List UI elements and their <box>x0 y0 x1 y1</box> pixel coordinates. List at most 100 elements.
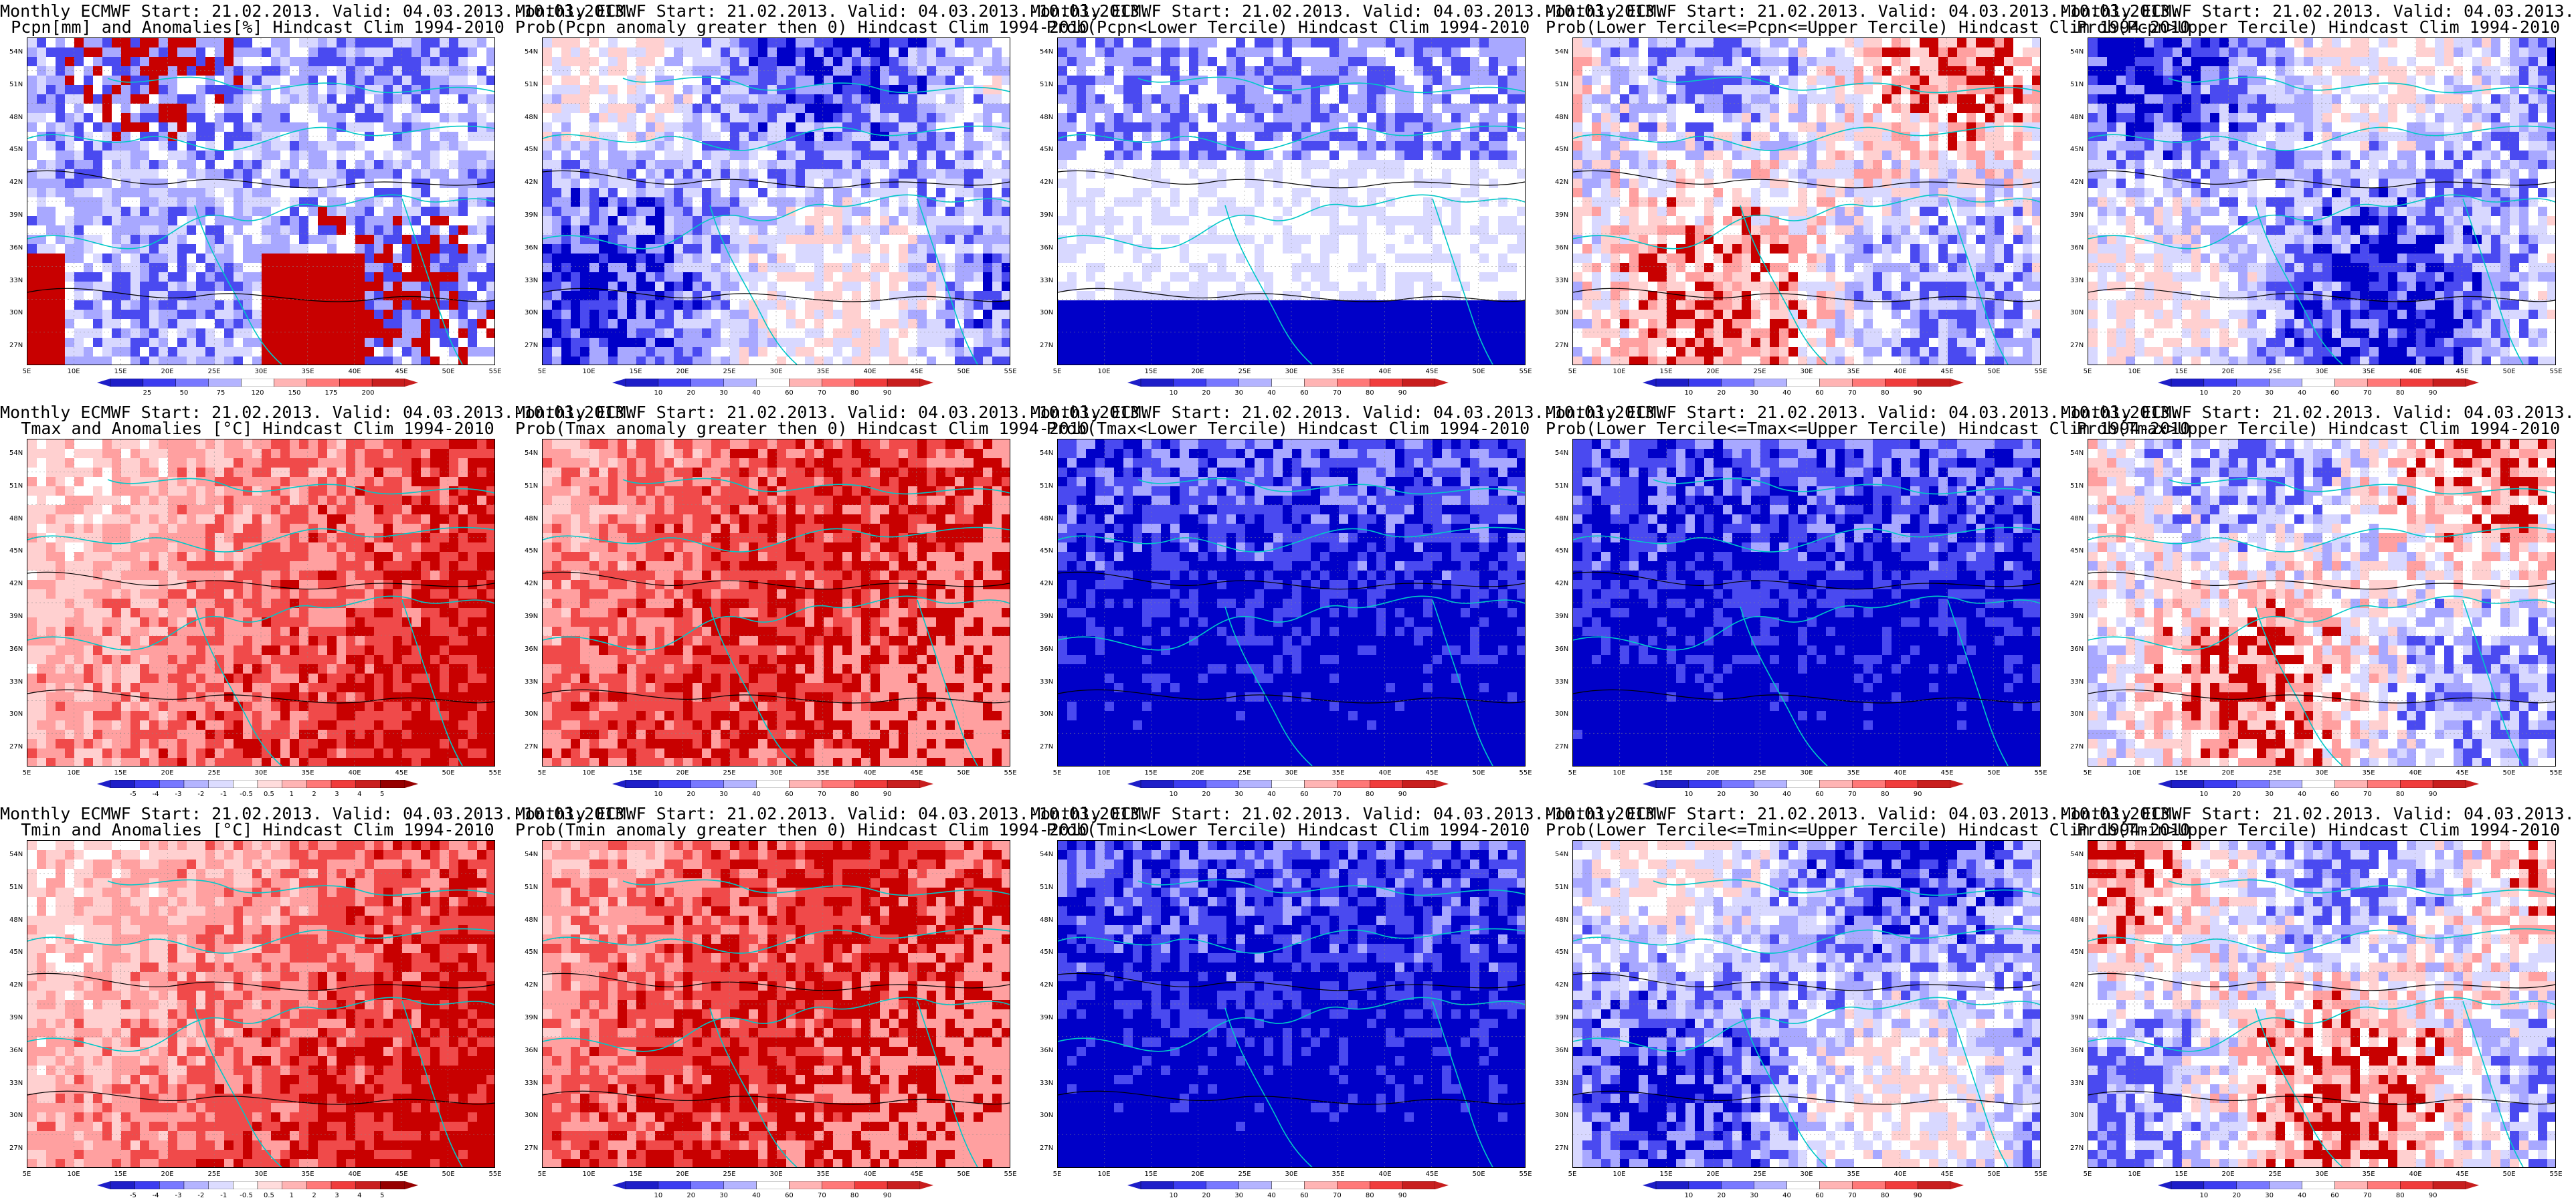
forecast-map <box>2088 37 2556 365</box>
colorbar-tick: 3 <box>335 1192 339 1199</box>
colorbar-tick: 4 <box>357 791 361 798</box>
latitude-label: 36N <box>1555 1047 1568 1054</box>
colorbar-tick: 70 <box>2363 791 2372 798</box>
longitude-label: 35E <box>301 368 314 375</box>
coastline <box>1058 125 1525 151</box>
colorbar <box>2158 379 2479 387</box>
latitude-label: 33N <box>1555 678 1568 686</box>
colorbar-tick: 30 <box>1750 791 1758 798</box>
coastline <box>2462 599 2524 766</box>
colorbar-tick: 30 <box>1234 791 1243 798</box>
longitude-label: 30E <box>2315 769 2328 777</box>
colorbar-tick: 60 <box>1815 1192 1824 1199</box>
colorbar-tick: 70 <box>1848 389 1857 397</box>
coastline <box>1432 198 1493 365</box>
longitude-label: 45E <box>910 769 923 777</box>
colorbar-tick: 90 <box>883 1192 892 1199</box>
contour-line <box>543 170 1010 189</box>
latitude-label: 36N <box>525 1047 538 1054</box>
coastline <box>2168 76 2555 94</box>
coastline <box>1740 1007 1828 1167</box>
latitude-label: 39N <box>2070 1014 2084 1021</box>
longitude-label: 40E <box>348 368 361 375</box>
colorbar-tick: 30 <box>2265 1192 2274 1199</box>
coastline <box>2255 1007 2343 1167</box>
longitude-label: 15E <box>1144 769 1157 777</box>
longitude-label: 20E <box>1706 769 1719 777</box>
map-panel: Monthly ECMWF Start: 21.02.2013. Valid: … <box>1546 0 2190 401</box>
colorbar-tick: 60 <box>785 1192 794 1199</box>
colorbar-tick: 30 <box>1750 389 1758 397</box>
panel-title-line2: Prob(Pcpn<Lower Tercile) Hindcast Clim 1… <box>1030 19 1546 36</box>
longitude-label: 45E <box>395 1171 407 1178</box>
colorbar-tick: 3 <box>335 791 339 798</box>
panel-title-line2: Prob(Tmax<Lower Tercile) Hindcast Clim 1… <box>1030 420 1546 437</box>
contour-line <box>2088 973 2555 991</box>
coastline <box>27 595 494 651</box>
map-field <box>1573 439 2040 766</box>
longitude-label: 50E <box>957 368 970 375</box>
colorbar-tick: 20 <box>2232 791 2241 798</box>
coastline <box>27 125 494 151</box>
colorbar-tick: 5 <box>380 1192 384 1199</box>
colorbar-tick: 10 <box>1685 389 1693 397</box>
forecast-map <box>27 439 495 767</box>
colorbar-tick: 0.5 <box>264 791 274 798</box>
latitude-label: 39N <box>1555 613 1568 620</box>
longitude-label: 30E <box>1285 1171 1297 1178</box>
forecast-map <box>1572 439 2041 767</box>
latitude-label: 39N <box>525 613 538 620</box>
latitude-label: 45N <box>1040 146 1053 153</box>
latitude-label: 27N <box>2070 743 2084 750</box>
latitude-label: 36N <box>525 645 538 653</box>
map-panel: Monthly ECMWF Start: 21.02.2013. Valid: … <box>0 0 634 401</box>
latitude-label: 39N <box>9 613 23 620</box>
colorbar-tick: 60 <box>2330 791 2339 798</box>
longitude-label: 10E <box>1097 769 1110 777</box>
colorbar-tick: 90 <box>1914 389 1922 397</box>
latitude-label: 36N <box>9 244 23 252</box>
longitude-label: 50E <box>1987 769 2000 777</box>
colorbar-tick: 200 <box>361 389 374 397</box>
longitude-label: 35E <box>1331 769 1344 777</box>
longitude-label: 45E <box>910 368 923 375</box>
coastline <box>622 478 1010 495</box>
latitude-label: 33N <box>9 1080 23 1087</box>
longitude-label: 55E <box>2549 769 2562 777</box>
latitude-label: 54N <box>525 48 538 56</box>
longitude-label: 35E <box>2362 769 2375 777</box>
longitude-label: 45E <box>910 1171 923 1178</box>
latitude-label: 30N <box>1040 309 1053 316</box>
map-panel: Monthly ECMWF Start: 21.02.2013. Valid: … <box>1030 803 1665 1204</box>
panel-title-line1: Monthly ECMWF Start: 21.02.2013. Valid: … <box>2061 805 2576 823</box>
longitude-label: 55E <box>2034 1171 2047 1178</box>
latitude-label: 33N <box>525 678 538 686</box>
colorbar-tick: 10 <box>1685 1192 1693 1199</box>
coastline <box>1653 879 2040 896</box>
latitude-label: 54N <box>2070 48 2084 56</box>
latitude-label: 51N <box>2070 81 2084 88</box>
map-panel: Monthly ECMWF Start: 21.02.2013. Valid: … <box>0 803 634 1204</box>
map-panel: Monthly ECMWF Start: 21.02.2013. Valid: … <box>2061 401 2576 803</box>
longitude-label: 25E <box>2268 769 2281 777</box>
map-field <box>2088 841 2555 1167</box>
coastline <box>1947 198 2009 365</box>
latitude-label: 33N <box>9 277 23 284</box>
contour-line <box>543 689 1010 704</box>
latitude-label: 42N <box>1040 981 1053 989</box>
colorbar-tick: 90 <box>2429 389 2437 397</box>
colorbar-tick: 80 <box>2396 791 2405 798</box>
colorbar-tick: 2 <box>312 791 316 798</box>
colorbar-tick: -3 <box>175 1192 182 1199</box>
contour-line <box>2088 689 2555 704</box>
latitude-label: 27N <box>525 743 538 750</box>
longitude-label: 40E <box>863 368 876 375</box>
colorbar-tick: 30 <box>2265 389 2274 397</box>
latitude-label: 45N <box>2070 146 2084 153</box>
colorbar-tick: 40 <box>2298 389 2306 397</box>
contour-line <box>2088 170 2555 189</box>
map-field <box>1573 841 2040 1167</box>
longitude-label: 5E <box>23 368 31 375</box>
colorbar-tick: 10 <box>1685 791 1693 798</box>
coastline <box>2088 595 2555 651</box>
